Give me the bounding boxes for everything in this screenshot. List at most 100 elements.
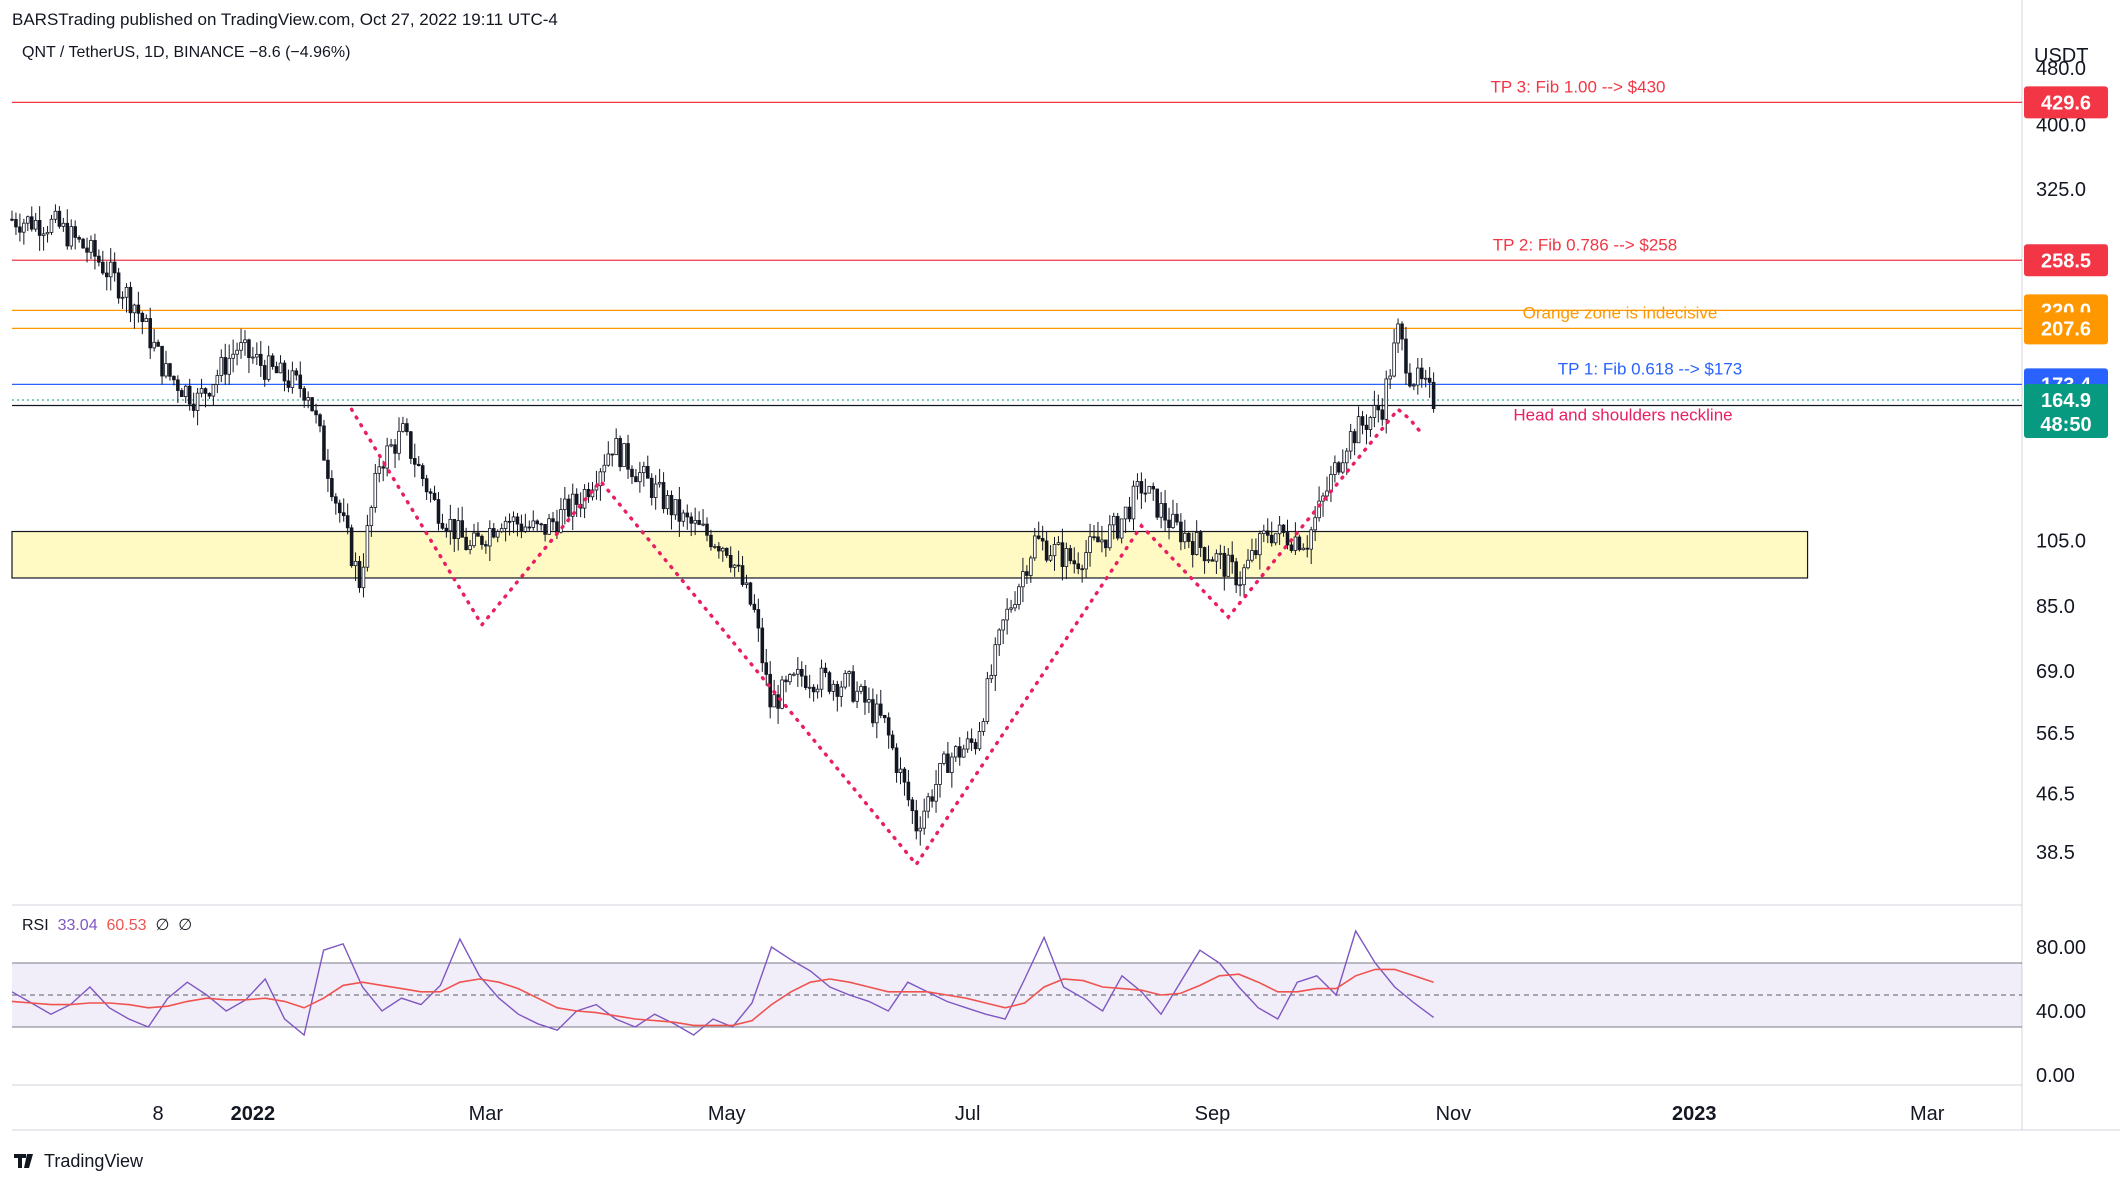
candle-body xyxy=(444,527,449,532)
candle-body xyxy=(89,240,93,253)
candle-body xyxy=(365,525,370,568)
level-annotation: Head and shoulders neckline xyxy=(1513,405,1732,424)
candle-body xyxy=(515,516,520,525)
candle-body xyxy=(302,388,307,401)
candle-body xyxy=(108,261,113,278)
candle-body xyxy=(1262,530,1266,534)
candle-body xyxy=(926,796,930,812)
candle-body xyxy=(843,673,848,688)
price-level-badge xyxy=(2024,312,2108,345)
candle-body xyxy=(1163,503,1167,521)
y-axis-unit: USDT xyxy=(2034,45,2088,67)
y-tick-label: 480.0 xyxy=(2036,58,2086,80)
rsi-y-tick-label: 40.00 xyxy=(2036,1001,2086,1023)
candle-body xyxy=(77,237,81,240)
candle-body xyxy=(614,438,618,456)
rsi-ma-line xyxy=(11,968,1434,1027)
candle-body xyxy=(369,507,374,527)
candle-body xyxy=(223,357,228,375)
candle-body xyxy=(448,518,453,532)
candle-body xyxy=(1364,424,1369,430)
candle-body xyxy=(1348,431,1353,452)
candle-body xyxy=(740,565,745,585)
candle-body xyxy=(298,374,303,390)
tradingview-logo-icon xyxy=(14,1154,33,1168)
candle-body xyxy=(199,388,204,394)
candle-body xyxy=(815,688,820,693)
candle-body xyxy=(65,222,70,247)
candle-body xyxy=(847,671,851,674)
candle-body xyxy=(428,491,433,494)
candle-body xyxy=(318,414,322,427)
level-annotation: Orange zone is indecisive xyxy=(1523,303,1718,322)
candle-body xyxy=(811,686,816,693)
candle-body xyxy=(701,523,705,526)
current-price-badge xyxy=(2024,383,2108,438)
candle-body xyxy=(997,629,1002,646)
candle-body xyxy=(859,686,863,692)
candle-body xyxy=(227,357,231,375)
candle-body xyxy=(1186,532,1191,542)
candle-body xyxy=(539,523,543,526)
candle-body xyxy=(160,345,164,377)
price-level-badge-text: 207.6 xyxy=(2041,318,2091,340)
y-tick-label: 46.5 xyxy=(2036,783,2075,805)
candle-body xyxy=(784,679,788,683)
candle-body xyxy=(436,499,441,524)
candle-body xyxy=(764,662,769,675)
candle-body xyxy=(1337,462,1341,473)
candle-body xyxy=(1309,529,1313,550)
candle-body xyxy=(1084,552,1088,570)
candle-body xyxy=(282,362,287,382)
candle-body xyxy=(1060,542,1065,568)
y-tick-label: 69.0 xyxy=(2036,661,2075,683)
y-tick-label: 38.5 xyxy=(2036,842,2075,864)
candle-body xyxy=(1040,538,1045,542)
candle-body xyxy=(310,397,314,412)
candle-body xyxy=(875,703,879,724)
candle-body xyxy=(1246,559,1250,569)
candle-body xyxy=(1179,521,1183,543)
rsi-legend-label: RSI xyxy=(22,917,49,934)
candle-body xyxy=(882,714,887,719)
candle-body xyxy=(906,781,911,801)
candle-body xyxy=(1056,542,1061,545)
rsi-legend-value: 33.04 xyxy=(57,917,98,934)
x-tick-label: 2022 xyxy=(231,1103,276,1125)
candle-body xyxy=(1368,417,1373,430)
candle-body xyxy=(748,582,753,605)
candle-body xyxy=(1123,506,1128,520)
head-and-shoulders-pattern xyxy=(349,406,1424,868)
candle-body xyxy=(22,222,26,233)
candle-body xyxy=(424,478,429,493)
rsi-y-tick-label: 0.00 xyxy=(2036,1065,2075,1087)
candle-body xyxy=(1194,532,1199,555)
candle-body xyxy=(401,423,405,432)
price-level-badge xyxy=(2024,86,2108,119)
candle-body xyxy=(638,472,642,483)
candle-body xyxy=(476,532,480,537)
candle-body xyxy=(807,686,812,689)
candle-body xyxy=(535,520,539,525)
candle-body xyxy=(1380,409,1385,420)
candle-body xyxy=(1388,375,1392,380)
candle-body xyxy=(255,353,259,358)
candle-body xyxy=(768,673,772,708)
candle-body xyxy=(286,380,291,388)
candle-body xyxy=(902,768,907,783)
candle-body xyxy=(570,493,575,517)
candle-body xyxy=(894,747,899,773)
candle-body xyxy=(1135,481,1140,487)
candle-body xyxy=(1206,559,1211,562)
candle-body xyxy=(1329,474,1333,492)
candle-body xyxy=(452,518,457,540)
candle-body xyxy=(855,690,859,702)
candle-body xyxy=(413,458,417,465)
candle-body xyxy=(918,827,923,832)
candle-body xyxy=(322,425,326,461)
candle-body xyxy=(373,472,378,508)
candle-body xyxy=(187,385,192,405)
candle-body xyxy=(148,318,152,349)
candle-body xyxy=(1198,532,1203,548)
